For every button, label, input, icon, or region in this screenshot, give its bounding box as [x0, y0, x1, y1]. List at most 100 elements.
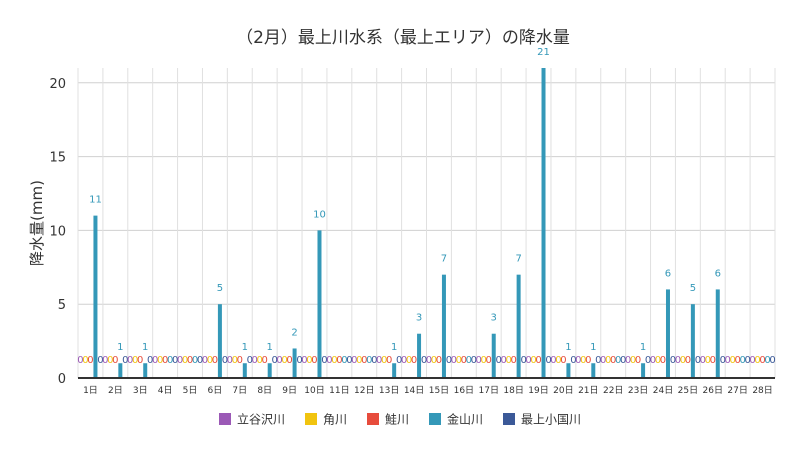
bar [441, 274, 446, 378]
data-label: 10 [313, 209, 326, 220]
data-label: 1 [640, 342, 646, 353]
data-label: 1 [565, 342, 571, 353]
legend-item[interactable]: 最上小国川 [503, 413, 581, 427]
data-label: 0 [202, 355, 208, 366]
x-tick-label: 23日 [628, 385, 648, 396]
data-label: 0 [595, 355, 601, 366]
data-label: 0 [401, 355, 407, 366]
legend-item[interactable]: 角川 [305, 413, 347, 427]
data-label: 0 [107, 355, 113, 366]
data-label: 0 [187, 355, 193, 366]
legend-label: 金山川 [447, 412, 483, 427]
data-label: 1 [391, 342, 397, 353]
x-tick-label: 16日 [454, 385, 474, 396]
data-label: 0 [620, 355, 626, 366]
x-tick-label: 6日 [208, 385, 223, 396]
data-label: 0 [426, 355, 432, 366]
data-label: 0 [560, 355, 566, 366]
data-label: 6 [715, 268, 721, 279]
data-label: 0 [729, 355, 735, 366]
legend-label: 立谷沢川 [237, 412, 285, 427]
data-label: 21 [537, 47, 550, 58]
data-label: 0 [600, 355, 606, 366]
data-label: 0 [496, 355, 502, 366]
data-label: 6 [665, 268, 671, 279]
data-label: 1 [267, 342, 273, 353]
legend-item[interactable]: 金山川 [429, 412, 483, 427]
data-label: 0 [520, 355, 526, 366]
legend-item[interactable]: 鮭川 [367, 412, 409, 427]
x-tick-label: 12日 [354, 385, 374, 396]
data-label: 0 [451, 355, 457, 366]
data-label: 0 [272, 355, 278, 366]
data-label: 0 [296, 355, 302, 366]
x-tick-label: 20日 [553, 385, 573, 396]
data-label: 1 [242, 342, 248, 353]
data-label: 11 [89, 195, 102, 206]
data-label: 5 [217, 283, 223, 294]
bar [292, 348, 297, 378]
data-label: 0 [605, 355, 611, 366]
data-label: 0 [102, 355, 108, 366]
x-tick-label: 7日 [232, 385, 247, 396]
data-label: 0 [630, 355, 636, 366]
x-tick-label: 3日 [133, 385, 148, 396]
data-label: 0 [739, 355, 745, 366]
data-label: 0 [705, 355, 711, 366]
data-label: 0 [471, 355, 477, 366]
x-tick-label: 13日 [379, 385, 399, 396]
bar [591, 363, 596, 378]
data-label: 1 [142, 342, 148, 353]
legend-item[interactable]: 立谷沢川 [219, 412, 285, 427]
legend-label: 最上小国川 [521, 413, 581, 427]
grid-lines [77, 68, 776, 378]
data-label: 0 [366, 355, 372, 366]
data-label: 0 [421, 355, 427, 366]
data-label: 0 [247, 355, 253, 366]
x-tick-label: 14日 [404, 385, 424, 396]
data-label: 0 [276, 355, 282, 366]
data-label: 0 [341, 355, 347, 366]
data-label: 0 [87, 355, 93, 366]
legend-swatch [367, 413, 379, 425]
data-label: 0 [396, 355, 402, 366]
data-label: 0 [759, 355, 765, 366]
data-labels: 0001100001000010000000000000050000100001… [77, 47, 775, 366]
data-label: 0 [530, 355, 536, 366]
data-label: 0 [152, 355, 158, 366]
x-tick-label: 5日 [183, 385, 198, 396]
x-tick-label: 18日 [503, 385, 523, 396]
x-tick-label: 11日 [329, 385, 349, 396]
data-label: 0 [262, 355, 268, 366]
data-label: 1 [117, 342, 123, 353]
legend-swatch [305, 413, 317, 425]
data-label: 0 [381, 355, 387, 366]
legend-label: 鮭川 [385, 412, 409, 427]
x-tick-label: 28日 [752, 385, 772, 396]
data-label: 0 [446, 355, 452, 366]
data-label: 0 [301, 355, 307, 366]
data-label: 0 [281, 355, 287, 366]
data-label: 0 [550, 355, 556, 366]
data-label: 0 [162, 355, 168, 366]
data-label: 0 [645, 355, 651, 366]
data-label: 1 [590, 342, 596, 353]
x-tick-label: 15日 [429, 385, 449, 396]
data-label: 0 [754, 355, 760, 366]
data-label: 0 [744, 355, 750, 366]
data-label: 0 [456, 355, 462, 366]
data-label: 0 [167, 355, 173, 366]
data-label: 0 [286, 355, 292, 366]
x-tick-label: 10日 [304, 385, 324, 396]
x-tick-label: 24日 [653, 385, 673, 396]
data-label: 0 [764, 355, 770, 366]
x-tick-label: 17日 [479, 385, 499, 396]
data-label: 0 [724, 355, 730, 366]
data-label: 0 [227, 355, 233, 366]
bar [317, 230, 322, 378]
data-label: 0 [680, 355, 686, 366]
data-label: 0 [545, 355, 551, 366]
legend-label: 角川 [323, 413, 347, 427]
y-axis-title: 降水量(mm) [28, 180, 46, 266]
